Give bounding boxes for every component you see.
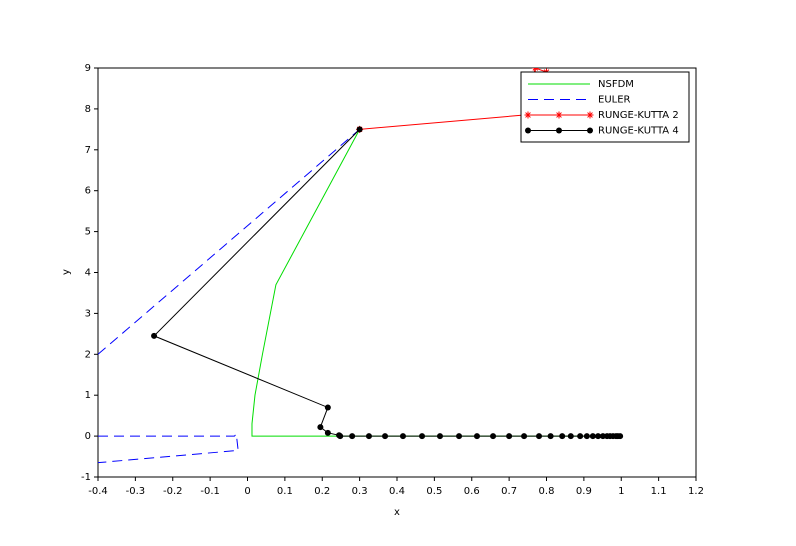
y-tick-label: 1 [85, 390, 91, 401]
x-axis-label: x [394, 507, 400, 518]
series-line [251, 129, 622, 437]
point [589, 433, 596, 440]
point [506, 433, 513, 440]
point [456, 433, 463, 440]
series-line [359, 68, 547, 130]
point [567, 433, 574, 440]
x-tick-label: 0.1 [277, 486, 293, 497]
x-tick-label: 1.2 [688, 486, 704, 497]
plot-area [98, 68, 624, 464]
legend-label: RUNGE-KUTTA 4 [598, 126, 679, 137]
y-axis-label: y [61, 269, 72, 275]
point [583, 433, 590, 440]
x-tick-label: 0.4 [389, 486, 405, 497]
y-tick-label: 7 [85, 145, 91, 156]
y-tick-label: 2 [85, 349, 91, 360]
x-tick-label: 1.1 [651, 486, 667, 497]
x-tick-label: -0.4 [88, 486, 108, 497]
point [337, 433, 344, 440]
legend-label: EULER [598, 95, 631, 106]
point [324, 429, 331, 436]
point [419, 433, 426, 440]
point [521, 433, 528, 440]
y-tick-label: 5 [85, 227, 91, 238]
y-tick-label: 0 [85, 431, 91, 442]
point [436, 433, 443, 440]
x-tick-label: 1 [618, 486, 624, 497]
point [536, 433, 543, 440]
point [599, 433, 606, 440]
point [559, 433, 566, 440]
point [525, 127, 531, 134]
x-tick-label: 0 [244, 486, 250, 497]
legend-label: RUNGE-KUTTA 2 [598, 110, 679, 121]
point [531, 68, 539, 72]
point [556, 127, 562, 134]
point [587, 127, 593, 134]
point [317, 424, 324, 431]
x-tick-label: -0.2 [163, 486, 183, 497]
x-tick-label: 0.5 [426, 486, 442, 497]
point [356, 126, 363, 133]
x-tick-label: 0.9 [576, 486, 592, 497]
point [382, 433, 389, 440]
point [151, 332, 158, 339]
series-line [98, 128, 360, 464]
x-tick-label: 0.3 [352, 486, 368, 497]
series-line [153, 128, 621, 437]
point [577, 433, 584, 440]
y-tick-label: 6 [85, 186, 91, 197]
x-tick-label: 0.2 [314, 486, 330, 497]
point [349, 433, 356, 440]
point [473, 433, 480, 440]
y-tick-label: 3 [85, 308, 91, 319]
point [365, 433, 372, 440]
point [524, 111, 532, 119]
point [399, 433, 406, 440]
point [595, 433, 602, 440]
y-tick-label: -1 [81, 472, 91, 483]
point [586, 111, 594, 119]
y-tick-label: 8 [85, 104, 91, 115]
y-tick-label: 4 [85, 268, 91, 279]
x-tick-label: -0.3 [126, 486, 146, 497]
point [490, 433, 497, 440]
x-tick-label: -0.1 [200, 486, 220, 497]
x-tick-label: 0.8 [539, 486, 555, 497]
point [547, 433, 554, 440]
x-tick-label: 0.6 [464, 486, 480, 497]
y-tick-label: 9 [85, 63, 91, 74]
legend-label: NSFDM [598, 79, 634, 90]
point [324, 404, 331, 411]
x-tick-label: 0.7 [501, 486, 517, 497]
point [617, 433, 624, 440]
point [555, 111, 563, 119]
